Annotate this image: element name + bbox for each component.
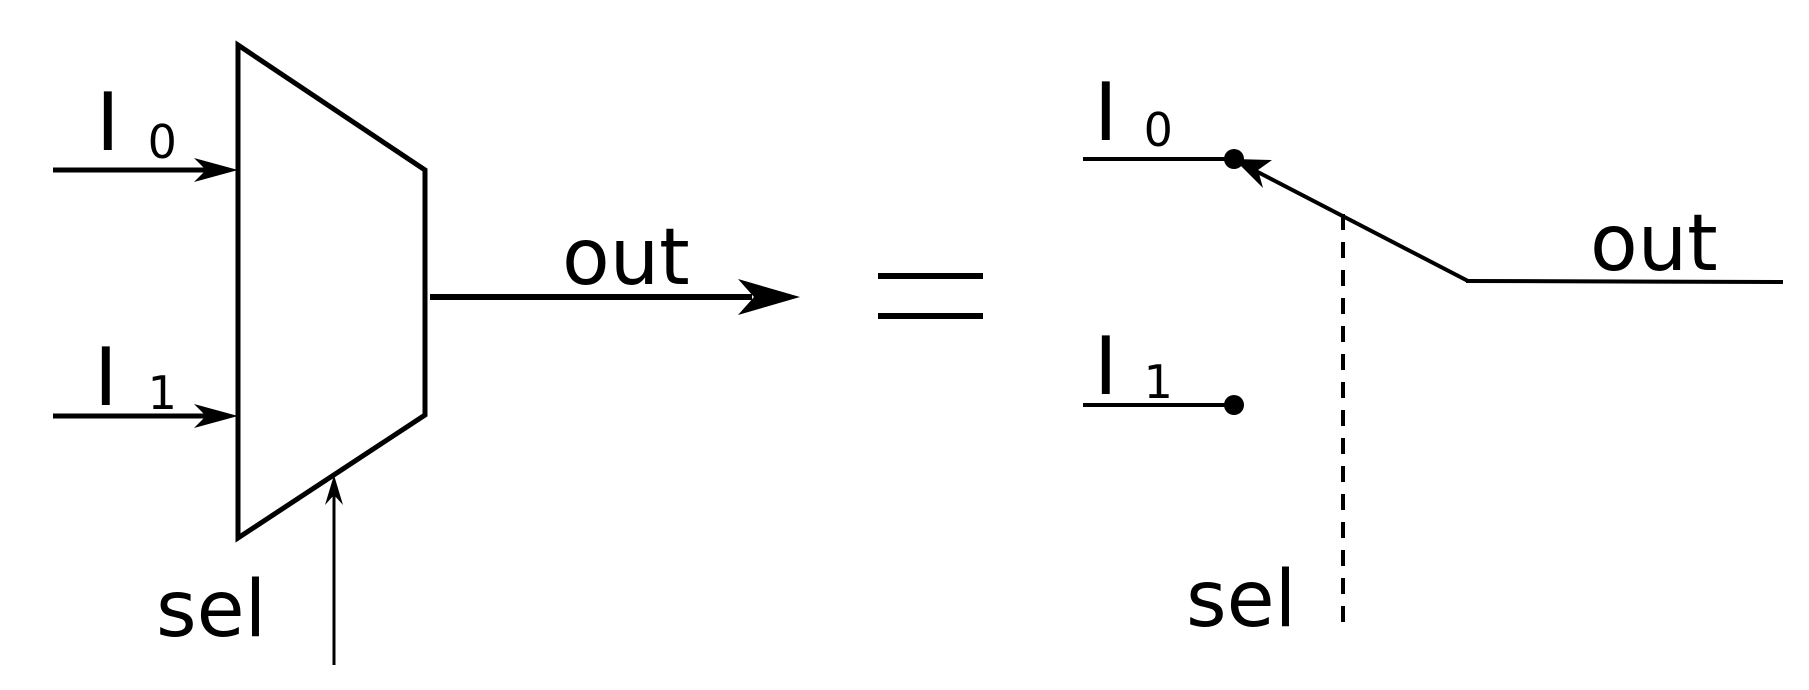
mux-trapezoid <box>235 40 428 543</box>
mux-select-label: sel <box>156 565 266 655</box>
mux-input-1-arrowhead <box>194 404 238 428</box>
equals-bottom-bar <box>878 313 983 319</box>
switch-output-label: out <box>1590 199 1718 289</box>
equals-top-bar <box>878 273 983 279</box>
switch-select-label: sel <box>1186 555 1296 645</box>
mux-input-0-arrowhead <box>194 158 238 182</box>
switch-blade-arrowhead <box>1234 159 1272 188</box>
mux-select-arrowhead <box>325 475 343 505</box>
switch-blade <box>1249 166 1469 283</box>
switch-output-line <box>1465 279 1784 284</box>
equals-sign: = <box>878 273 983 319</box>
mux-output-label: out <box>562 213 690 303</box>
switch-input-1-contact <box>1224 395 1244 415</box>
mux-output-arrowhead <box>738 279 800 315</box>
